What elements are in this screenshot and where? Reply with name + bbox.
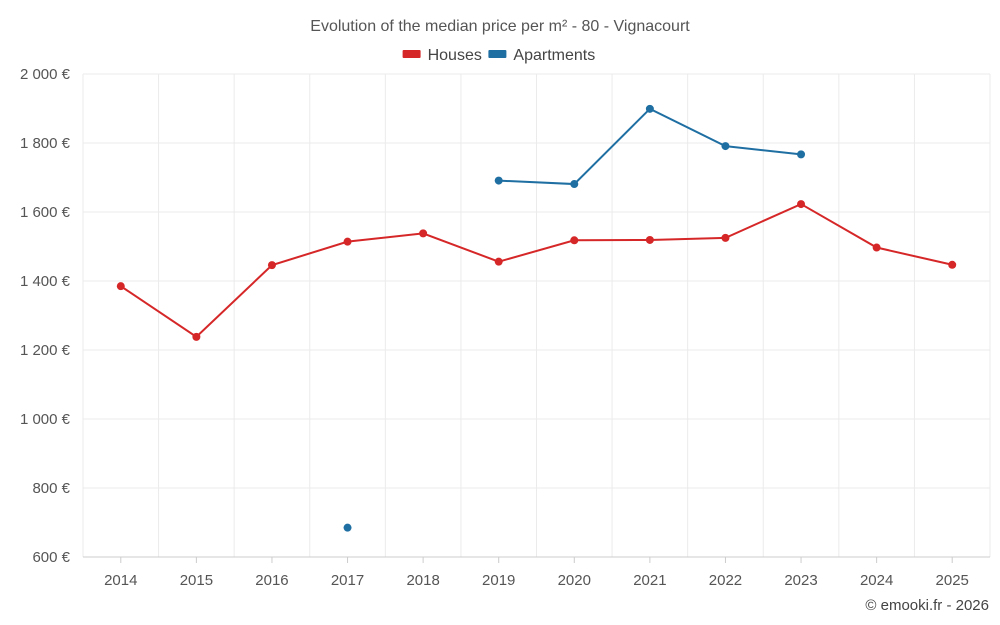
legend: Houses Apartments [402,47,595,64]
y-tick-label: 2 000 € [20,66,71,83]
x-tick-label: 2023 [784,572,817,589]
x-tick-label: 2018 [406,572,439,589]
data-point-apartments[interactable] [570,180,579,189]
data-point-apartments[interactable] [645,104,654,113]
credit-text: © emooki.fr - 2026 [865,597,989,614]
x-tick-label: 2025 [936,572,969,589]
x-axis: 2014 2015 2016 2017 2018 2019 2020 2021 2022 2023… [83,556,990,589]
data-point-houses[interactable] [419,229,428,238]
data-point-houses[interactable] [267,261,276,270]
legend-item-houses[interactable]: Houses [402,47,482,64]
series-line-apartments [498,107,802,186]
data-point-apartments[interactable] [343,523,352,532]
x-tick-label: 2024 [860,572,893,589]
data-point-apartments[interactable] [721,142,730,151]
data-point-houses[interactable] [343,237,352,246]
series-apartments [343,104,806,532]
x-tick-label: 2017 [331,572,364,589]
x-tick-label: 2019 [482,572,515,589]
data-point-houses[interactable] [116,282,125,291]
x-tick-label: 2020 [558,572,591,589]
legend-swatch [488,50,507,58]
x-tick-label: 2022 [709,572,742,589]
y-tick-label: 800 € [32,480,70,497]
series-houses [116,200,957,341]
data-point-houses[interactable] [645,235,654,244]
data-point-houses[interactable] [570,236,579,245]
x-tick-label: 2015 [180,572,213,589]
y-tick-label: 1 600 € [20,204,71,221]
data-point-houses[interactable] [721,233,730,242]
data-point-houses[interactable] [494,257,503,266]
data-point-apartments[interactable] [494,176,503,185]
data-point-houses[interactable] [872,243,881,252]
legend-swatch [402,50,421,58]
x-tick-label: 2021 [633,572,666,589]
x-tick-label: 2014 [104,572,137,589]
series-layer [116,104,957,532]
y-tick-label: 1 800 € [20,135,71,152]
x-tick-label: 2016 [255,572,288,589]
data-point-apartments[interactable] [797,150,806,159]
y-tick-label: 1 000 € [20,411,71,428]
y-axis: 600 € 800 € 1 000 € 1 200 € 1 400 € 1 600 € 1 … [20,66,71,566]
y-tick-label: 600 € [32,549,70,566]
series-line-houses [120,202,953,339]
chart-title: Evolution of the median price per m² - 8… [310,18,690,35]
data-point-houses[interactable] [192,332,201,341]
data-point-houses[interactable] [797,200,806,209]
legend-item-apartments[interactable]: Apartments [488,47,595,64]
grid [82,73,991,557]
y-tick-label: 1 400 € [20,273,71,290]
data-point-houses[interactable] [948,260,957,269]
legend-label: Houses [428,47,482,64]
y-tick-label: 1 200 € [20,342,71,359]
legend-label: Apartments [513,47,595,64]
